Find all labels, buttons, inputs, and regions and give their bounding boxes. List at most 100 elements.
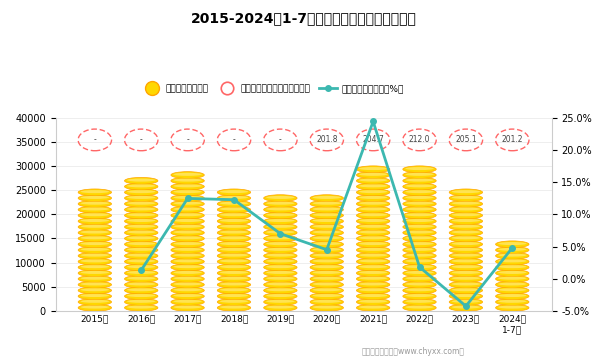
Ellipse shape <box>171 229 205 236</box>
Ellipse shape <box>495 298 529 305</box>
Ellipse shape <box>405 202 434 205</box>
Ellipse shape <box>356 218 390 225</box>
Ellipse shape <box>174 207 202 211</box>
Ellipse shape <box>220 271 248 274</box>
Ellipse shape <box>127 179 155 182</box>
Ellipse shape <box>174 265 202 268</box>
Ellipse shape <box>403 287 436 294</box>
Ellipse shape <box>174 283 202 285</box>
Ellipse shape <box>495 275 529 282</box>
Ellipse shape <box>405 265 434 268</box>
Ellipse shape <box>498 306 526 309</box>
Ellipse shape <box>174 260 202 262</box>
Ellipse shape <box>263 293 297 300</box>
Ellipse shape <box>217 206 251 213</box>
Ellipse shape <box>405 294 434 297</box>
Text: -: - <box>186 135 189 144</box>
Ellipse shape <box>124 229 158 236</box>
Ellipse shape <box>449 229 483 236</box>
Ellipse shape <box>403 206 436 213</box>
Ellipse shape <box>403 258 436 265</box>
Ellipse shape <box>124 235 158 242</box>
Ellipse shape <box>452 265 480 268</box>
Ellipse shape <box>220 288 248 291</box>
Ellipse shape <box>359 265 387 268</box>
Ellipse shape <box>266 271 294 274</box>
Ellipse shape <box>220 265 248 268</box>
Ellipse shape <box>266 242 294 245</box>
Ellipse shape <box>310 298 344 305</box>
Ellipse shape <box>498 288 526 291</box>
Ellipse shape <box>217 201 251 207</box>
Ellipse shape <box>405 207 434 211</box>
Ellipse shape <box>359 179 387 182</box>
Ellipse shape <box>356 258 390 265</box>
Ellipse shape <box>217 293 251 300</box>
Ellipse shape <box>220 242 248 245</box>
Ellipse shape <box>405 230 434 234</box>
Ellipse shape <box>405 248 434 251</box>
Ellipse shape <box>452 225 480 228</box>
Ellipse shape <box>498 265 526 268</box>
Ellipse shape <box>171 270 205 276</box>
Ellipse shape <box>171 258 205 265</box>
Ellipse shape <box>452 294 480 297</box>
Ellipse shape <box>449 218 483 225</box>
Ellipse shape <box>310 293 344 300</box>
Ellipse shape <box>78 201 112 207</box>
Ellipse shape <box>171 183 205 190</box>
Ellipse shape <box>81 254 109 257</box>
Ellipse shape <box>217 229 251 236</box>
Ellipse shape <box>266 294 294 297</box>
Ellipse shape <box>78 206 112 213</box>
Ellipse shape <box>217 247 251 253</box>
Ellipse shape <box>266 265 294 268</box>
Ellipse shape <box>220 190 248 193</box>
Ellipse shape <box>78 252 112 259</box>
Ellipse shape <box>405 236 434 239</box>
Ellipse shape <box>266 230 294 234</box>
Ellipse shape <box>78 298 112 305</box>
Ellipse shape <box>124 189 158 196</box>
Ellipse shape <box>217 264 251 271</box>
Ellipse shape <box>405 219 434 222</box>
Ellipse shape <box>403 201 436 207</box>
Ellipse shape <box>403 264 436 271</box>
Ellipse shape <box>359 225 387 228</box>
Ellipse shape <box>403 166 436 172</box>
Ellipse shape <box>124 177 158 184</box>
Ellipse shape <box>359 167 387 170</box>
Ellipse shape <box>359 248 387 251</box>
Ellipse shape <box>124 293 158 300</box>
Ellipse shape <box>313 248 341 251</box>
Ellipse shape <box>78 218 112 225</box>
Ellipse shape <box>263 224 297 230</box>
Ellipse shape <box>127 242 155 245</box>
Ellipse shape <box>356 281 390 288</box>
Ellipse shape <box>127 213 155 216</box>
Ellipse shape <box>356 224 390 230</box>
Ellipse shape <box>81 277 109 280</box>
Ellipse shape <box>356 195 390 202</box>
Ellipse shape <box>217 189 251 196</box>
Ellipse shape <box>313 242 341 245</box>
Ellipse shape <box>310 218 344 225</box>
Ellipse shape <box>81 300 109 303</box>
Ellipse shape <box>356 172 390 179</box>
Ellipse shape <box>220 248 248 251</box>
Ellipse shape <box>359 242 387 245</box>
Ellipse shape <box>359 306 387 309</box>
Ellipse shape <box>449 201 483 207</box>
Ellipse shape <box>266 236 294 239</box>
Ellipse shape <box>263 287 297 294</box>
Ellipse shape <box>313 265 341 268</box>
Ellipse shape <box>124 212 158 219</box>
Ellipse shape <box>174 254 202 257</box>
Ellipse shape <box>403 195 436 202</box>
Ellipse shape <box>127 248 155 251</box>
Ellipse shape <box>266 213 294 216</box>
Ellipse shape <box>174 288 202 291</box>
Ellipse shape <box>171 218 205 225</box>
Ellipse shape <box>449 305 483 311</box>
Ellipse shape <box>356 275 390 282</box>
